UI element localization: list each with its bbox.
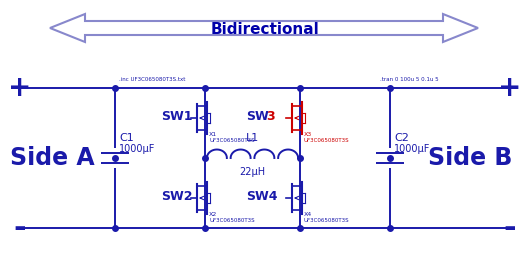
Text: SW4: SW4 (246, 189, 278, 202)
Text: X2: X2 (209, 212, 217, 217)
Text: .tran 0 100u 5 0.1u 5: .tran 0 100u 5 0.1u 5 (380, 77, 439, 82)
Text: UF3C065080T3S: UF3C065080T3S (209, 138, 254, 143)
Text: SW1: SW1 (161, 110, 192, 123)
Text: SW2: SW2 (161, 189, 192, 202)
Text: 22μH: 22μH (240, 167, 266, 177)
Text: X1: X1 (209, 132, 217, 137)
Text: 3: 3 (266, 110, 275, 123)
Text: +: + (498, 74, 522, 102)
Text: X4: X4 (304, 212, 312, 217)
Text: Side A: Side A (10, 146, 94, 170)
Text: 1000μF: 1000μF (394, 144, 430, 154)
Text: +: + (8, 74, 32, 102)
Text: X3: X3 (304, 132, 312, 137)
Text: UF3C065080T3S: UF3C065080T3S (209, 218, 254, 223)
Text: -: - (14, 214, 26, 242)
Text: SW: SW (246, 110, 269, 123)
Text: L1: L1 (246, 133, 259, 143)
Text: -: - (504, 214, 516, 242)
Text: 1000μF: 1000μF (119, 144, 155, 154)
Text: C1: C1 (119, 133, 134, 143)
Text: UF3C065080T3S: UF3C065080T3S (304, 218, 350, 223)
Text: UF3C065080T3S: UF3C065080T3S (304, 138, 350, 143)
Text: Bidirectional: Bidirectional (210, 23, 320, 37)
Text: .inc UF3C065080T3S.txt: .inc UF3C065080T3S.txt (119, 77, 186, 82)
Text: C2: C2 (394, 133, 409, 143)
Text: Side B: Side B (428, 146, 512, 170)
